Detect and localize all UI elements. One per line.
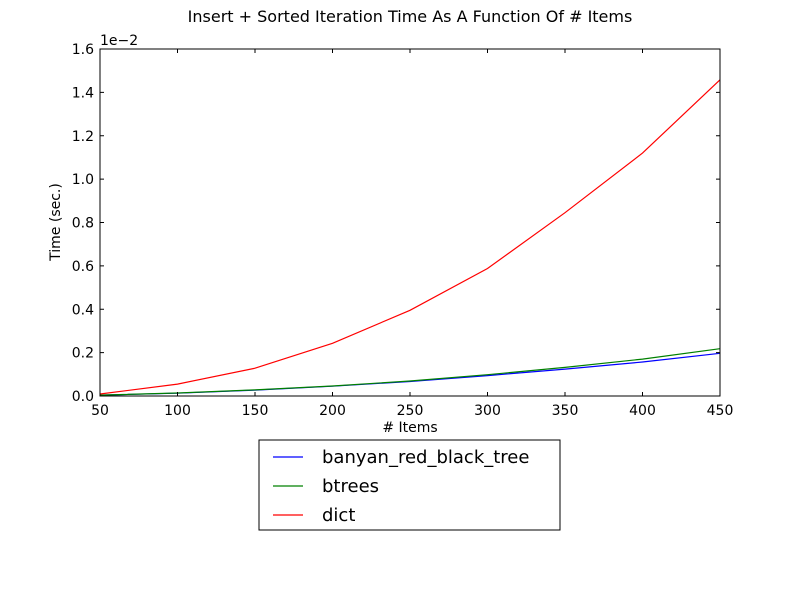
x-tick-label: 400 [629,403,656,419]
legend-label: btrees [322,476,379,497]
series-line-dict [99,79,721,395]
y-tick-label: 1.4 [72,85,94,101]
plot-area [100,49,720,396]
y-tick-label: 0.4 [72,302,94,318]
x-tick-label: 200 [319,403,346,419]
y-tick-label: 0.6 [72,259,94,275]
x-tick-label: 50 [91,403,109,419]
x-tick-label: 150 [242,403,269,419]
y-tick-label: 1.2 [72,129,94,145]
legend-box [258,439,561,531]
x-tick-label: 300 [474,403,501,419]
series-line-btrees [99,348,721,396]
y-tick-label: 0.2 [72,346,94,362]
x-tick-label: 350 [552,403,579,419]
y-tick-label: 1.0 [72,172,94,188]
legend-label: dict [322,505,355,526]
y-axis-label: Time (sec.) [48,183,64,262]
y-tick-label: 0.0 [72,389,94,405]
y-exponent-label: 1e−2 [100,33,138,49]
x-tick-label: 250 [397,403,424,419]
x-axis-label: # Items [382,420,437,436]
y-tick-label: 0.8 [72,216,94,232]
legend-label: banyan_red_black_tree [322,447,529,468]
x-tick-label: 450 [707,403,734,419]
series-layer [99,79,721,396]
x-axis: 50 100 150 200 250 300 350 400 450 [91,49,733,419]
x-tick-label: 100 [164,403,191,419]
y-axis: 0.0 0.2 0.4 0.6 0.8 1.0 1.2 1.4 1.6 [72,42,720,405]
chart-title: Insert + Sorted Iteration Time As A Func… [188,7,633,26]
y-tick-label: 1.6 [72,42,94,58]
